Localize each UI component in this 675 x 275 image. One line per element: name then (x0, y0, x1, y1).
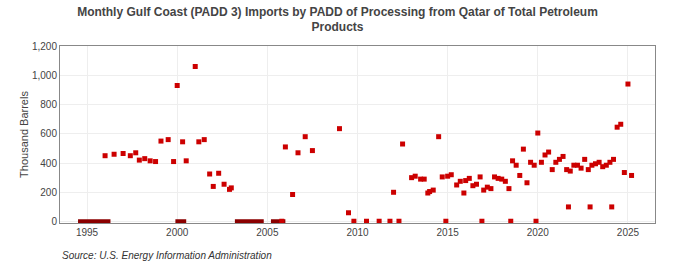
svg-text:2000: 2000 (166, 227, 189, 238)
svg-text:2005: 2005 (256, 227, 279, 238)
svg-text:800: 800 (40, 99, 57, 110)
svg-text:2010: 2010 (346, 227, 369, 238)
svg-text:400: 400 (40, 158, 57, 169)
svg-text:2020: 2020 (527, 227, 550, 238)
svg-text:200: 200 (40, 187, 57, 198)
svg-text:600: 600 (40, 128, 57, 139)
svg-text:Source: U.S. Energy Informatio: Source: U.S. Energy Information Administ… (62, 250, 272, 261)
svg-text:Monthly Gulf Coast (PADD 3) Im: Monthly Gulf Coast (PADD 3) Imports by P… (77, 5, 598, 35)
svg-text:2015: 2015 (437, 227, 460, 238)
svg-text:1,200: 1,200 (32, 41, 57, 52)
svg-text:0: 0 (51, 216, 57, 227)
svg-text:1995: 1995 (76, 227, 99, 238)
svg-text:2025: 2025 (617, 227, 640, 238)
svg-text:1,000: 1,000 (32, 70, 57, 81)
svg-text:Thousand Barrels: Thousand Barrels (18, 91, 30, 178)
